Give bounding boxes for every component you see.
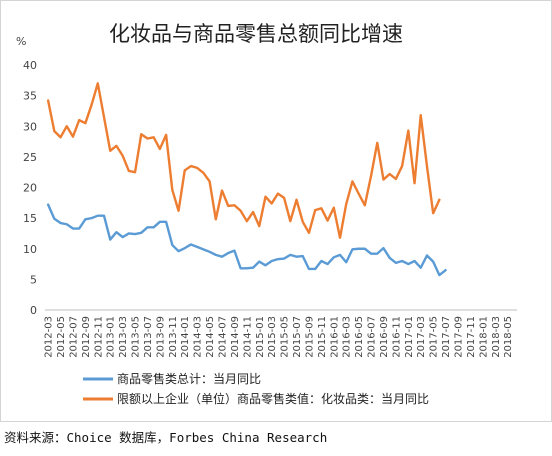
x-tick-label: 2014-11 [242, 316, 253, 358]
x-tick-label: 2012-07 [68, 316, 79, 358]
x-tick-label: 2013-11 [168, 316, 179, 358]
x-tick-label: 2018-03 [491, 316, 502, 358]
x-tick-label: 2012-11 [93, 316, 104, 358]
legend-label: 限额以上企业（单位）商品零售类值：化妆品类：当月同比 [117, 391, 429, 406]
x-tick-label: 2016-09 [379, 316, 390, 358]
x-tick-label: 2012-05 [56, 316, 67, 358]
x-tick-label: 2016-07 [367, 316, 378, 358]
y-tick-label: 30 [23, 120, 37, 133]
y-tick-label: 10 [23, 243, 37, 256]
chart-title: 化妆品与商品零售总额同比增速 [109, 22, 403, 46]
y-tick-label: 20 [23, 182, 37, 195]
x-tick-label: 2013-03 [118, 316, 129, 358]
legend-label: 商品零售类总计：当月同比 [117, 371, 261, 386]
y-tick-label: 15 [23, 212, 37, 225]
x-tick-label: 2016-11 [391, 316, 402, 358]
x-tick-label: 2015-03 [267, 316, 278, 358]
x-tick-label: 2016-03 [342, 316, 353, 358]
x-tick-label: 2015-01 [255, 316, 266, 358]
x-tick-label: 2014-09 [230, 316, 241, 358]
x-tick-label: 2012-09 [81, 316, 92, 358]
x-tick-label: 2012-03 [44, 316, 55, 358]
x-tick-label: 2013-09 [155, 316, 166, 358]
x-tick-label: 2013-01 [106, 316, 117, 358]
x-tick-label: 2014-05 [205, 316, 216, 358]
y-tick-label: 25 [23, 151, 37, 164]
source-note: 资料来源：Choice 数据库，Forbes China Research [4, 430, 328, 445]
x-tick-label: 2018-01 [478, 316, 489, 358]
x-tick-label: 2017-11 [466, 316, 477, 358]
y-tick-label: 5 [30, 273, 37, 286]
x-tick-label: 2017-09 [454, 316, 465, 358]
y-tick-label: 40 [23, 59, 37, 72]
x-tick-label: 2018-05 [503, 316, 514, 358]
y-tick-label: 0 [30, 304, 37, 317]
x-tick-label: 2015-11 [317, 316, 328, 358]
chart-frame: 化妆品与商品零售总额同比增速 % 0 5 10 15 20 25 30 35 40 2012-0… [0, 0, 552, 422]
line-chart: 化妆品与商品零售总额同比增速 % 0 5 10 15 20 25 30 35 40 2012-0… [16, 22, 517, 406]
x-tick-label: 2017-03 [416, 316, 427, 358]
x-tick-label: 2017-07 [441, 316, 452, 358]
y-tick-label: 35 [23, 90, 37, 103]
series-line-2 [46, 82, 441, 239]
x-tick-label: 2014-01 [180, 316, 191, 358]
x-tick-label: 2016-05 [354, 316, 365, 358]
x-tick-label: 2014-07 [218, 316, 229, 358]
x-tick-label: 2013-05 [131, 316, 142, 358]
x-tick-label: 2017-01 [404, 316, 415, 358]
x-tick-label: 2015-05 [280, 316, 291, 358]
x-tick-label: 2017-05 [429, 316, 440, 358]
x-tick-label: 2015-07 [292, 316, 303, 358]
x-tick-label: 2013-07 [143, 316, 154, 358]
x-tick-label: 2014-03 [193, 316, 204, 358]
x-tick-label: 2015-09 [304, 316, 315, 358]
series-line-1 [46, 203, 447, 277]
x-tick-label: 2016-01 [329, 316, 340, 358]
y-axis-unit: % [16, 35, 26, 48]
